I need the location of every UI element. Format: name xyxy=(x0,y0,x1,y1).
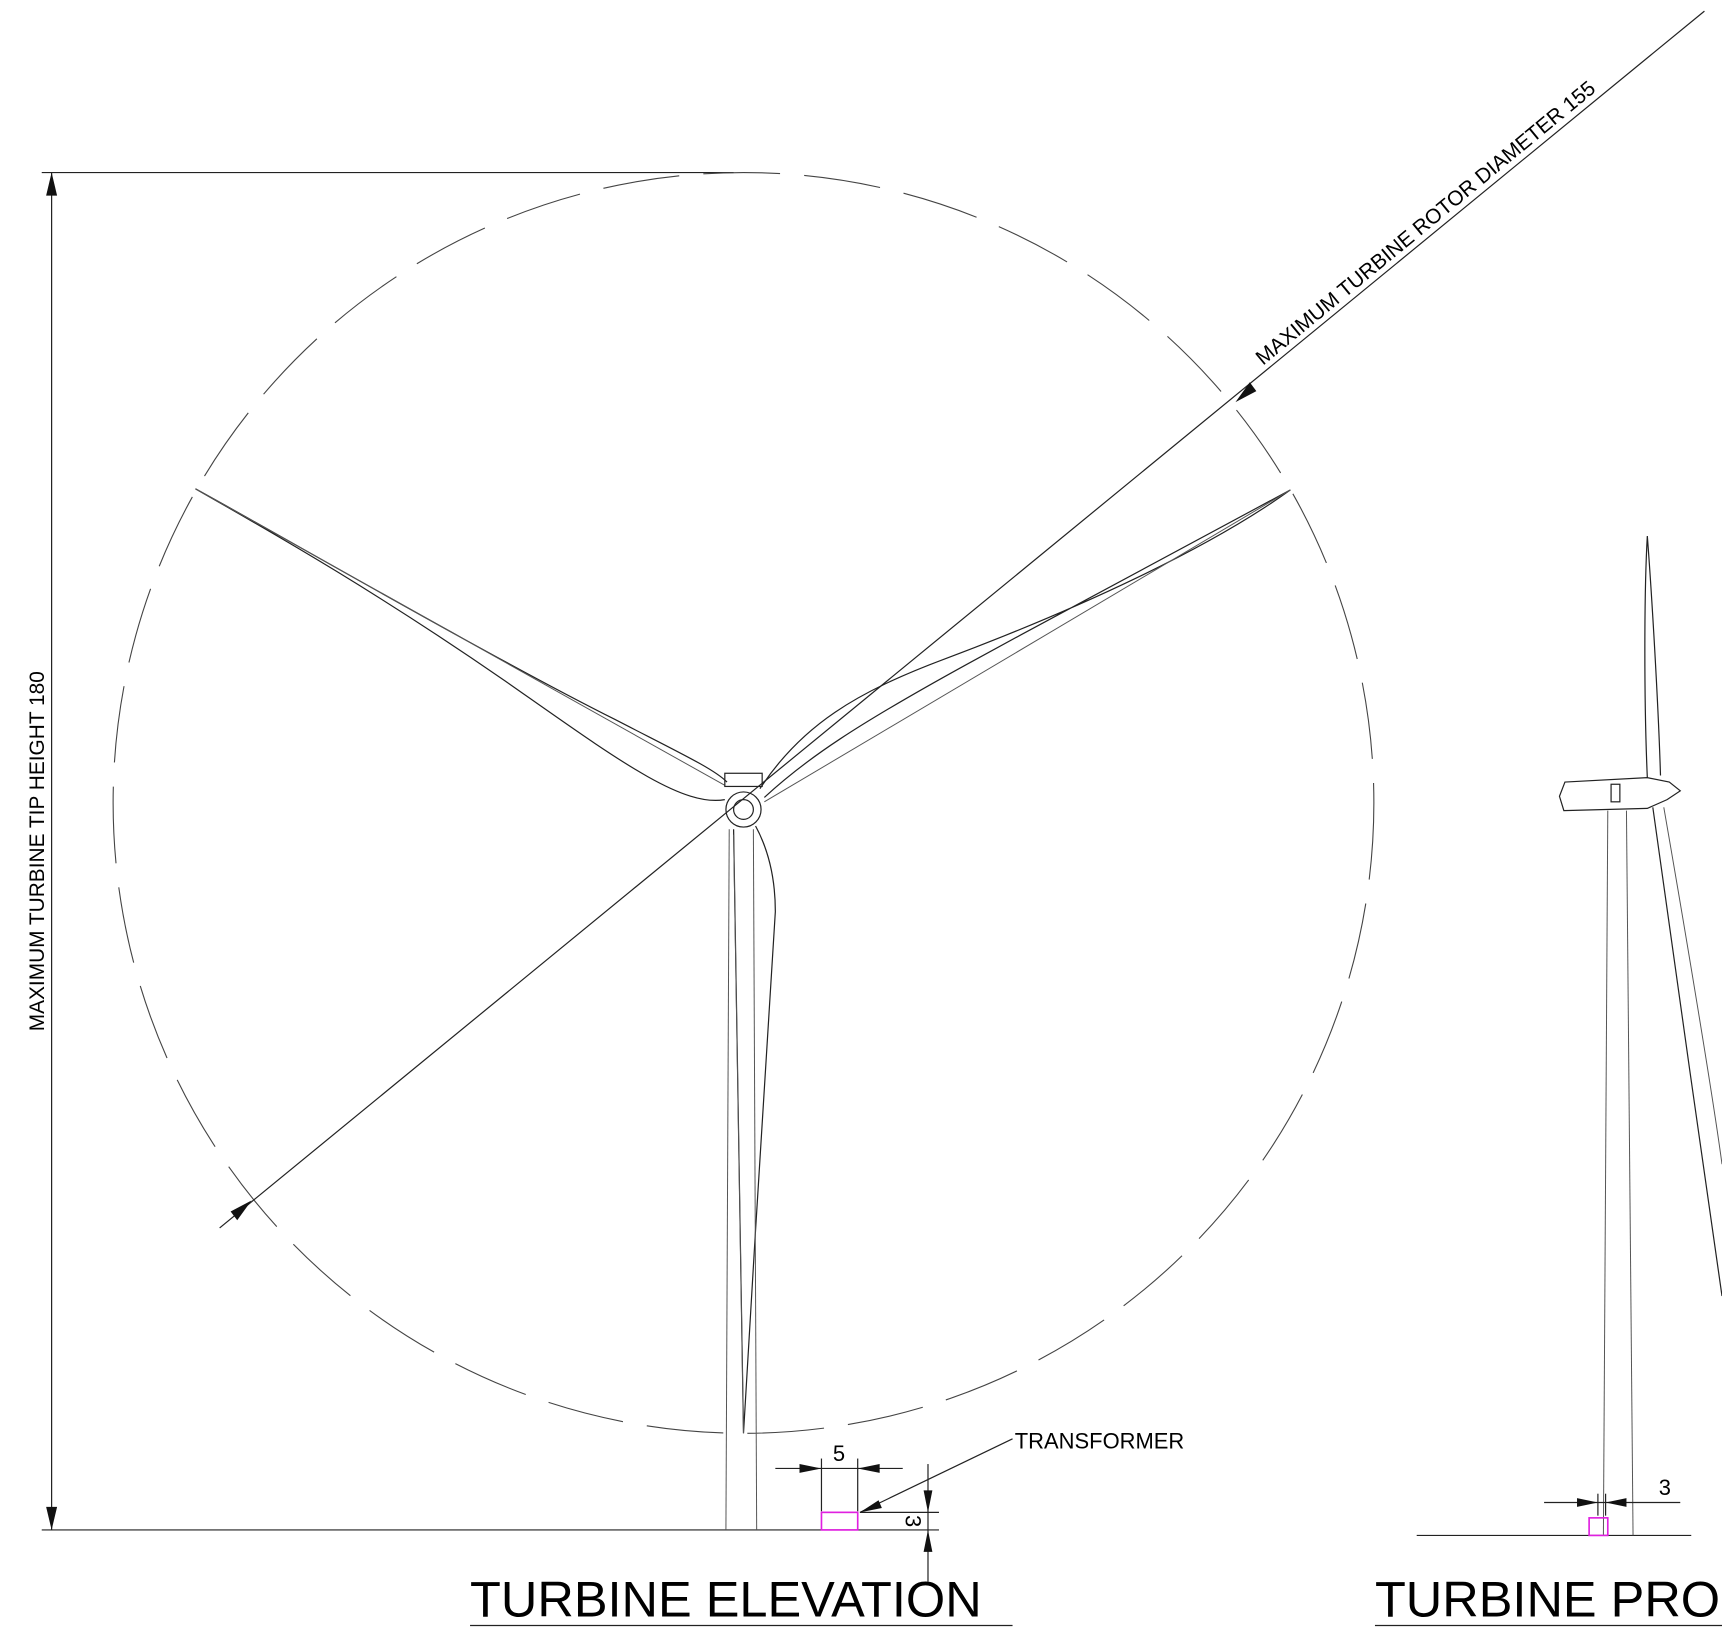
drawing: MAXIMUM TURBINE TIP HEIGHT 180 MAXIMUM T… xyxy=(0,0,1722,1630)
page: MAXIMUM TURBINE TIP HEIGHT 180 MAXIMUM T… xyxy=(0,0,1722,1630)
transformer-dimensions xyxy=(775,1439,1012,1582)
tower xyxy=(726,829,757,1530)
transformer-width: 5 xyxy=(833,1441,845,1466)
tip-height-label: MAXIMUM TURBINE TIP HEIGHT 180 xyxy=(26,671,49,1031)
profile-transformer xyxy=(1589,1518,1608,1536)
profile-dimension-label: 3 xyxy=(1659,1475,1671,1500)
transformer-label: TRANSFORMER xyxy=(1015,1429,1185,1454)
rotor-circle xyxy=(113,173,1374,1434)
transformer-height: 3 xyxy=(901,1515,926,1527)
hub xyxy=(725,773,762,827)
profile-turbine xyxy=(1417,536,1722,1535)
tip-height-dimension xyxy=(42,173,939,1530)
transformer xyxy=(821,1512,857,1530)
rotor-blades xyxy=(195,489,1290,1433)
elevation-title: TURBINE ELEVATION xyxy=(470,1571,982,1628)
profile-title: TURBINE PROFILE xyxy=(1375,1571,1722,1628)
rotor-diameter-dimension xyxy=(220,11,1705,1228)
rotor-diameter-label: MAXIMUM TURBINE ROTOR DIAMETER 155 xyxy=(1251,77,1600,370)
